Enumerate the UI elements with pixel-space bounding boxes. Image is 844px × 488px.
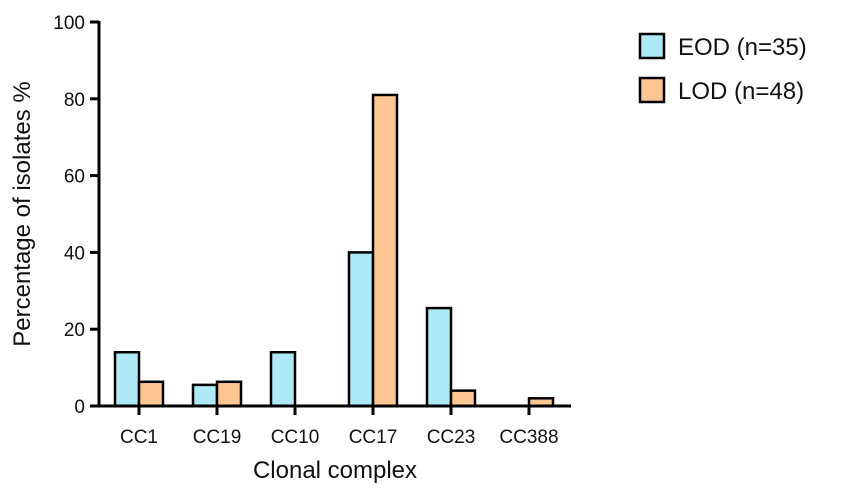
bar-lod-cc17 bbox=[371, 93, 399, 408]
y-tick-label: 40 bbox=[64, 243, 85, 264]
x-tick-label: CC19 bbox=[193, 427, 242, 448]
bar-eod-cc1 bbox=[113, 350, 141, 408]
x-axis-title: Clonal complex bbox=[253, 457, 417, 484]
bar-eod-cc10 bbox=[269, 350, 297, 408]
x-tick-label: CC23 bbox=[427, 427, 476, 448]
bar-lod-cc1 bbox=[137, 380, 165, 408]
x-tick-label: CC17 bbox=[349, 427, 398, 448]
legend-swatch bbox=[638, 76, 666, 104]
bar-eod-cc23 bbox=[425, 306, 453, 408]
y-tick-label: 100 bbox=[53, 13, 85, 34]
x-tick-label: CC388 bbox=[499, 427, 558, 448]
bars-group bbox=[113, 93, 555, 408]
x-tick-label: CC1 bbox=[120, 427, 158, 448]
x-ticks-group: CC1 CC19 CC10 CC17 CC23 CC388 bbox=[120, 406, 559, 448]
y-tick-label: 80 bbox=[64, 90, 85, 111]
bar-eod-cc17 bbox=[347, 251, 375, 408]
y-tick-label: 60 bbox=[64, 167, 85, 188]
y-tick-label: 20 bbox=[64, 320, 85, 341]
legend: EOD (n=35) LOD (n=48) bbox=[638, 32, 807, 105]
y-axis-title: Percentage of isolates % bbox=[9, 81, 36, 347]
bar-lod-cc23 bbox=[449, 389, 477, 408]
y-ticks-group: 0 20 40 60 80 100 bbox=[53, 13, 99, 418]
bar-eod-cc19 bbox=[191, 383, 219, 408]
y-tick-label: 0 bbox=[74, 397, 85, 418]
x-tick-label: CC10 bbox=[271, 427, 320, 448]
legend-label: EOD (n=35) bbox=[678, 34, 807, 61]
axes-group bbox=[97, 21, 571, 408]
legend-swatch bbox=[638, 32, 666, 60]
legend-label: LOD (n=48) bbox=[678, 78, 804, 105]
bar-lod-cc19 bbox=[215, 380, 243, 408]
